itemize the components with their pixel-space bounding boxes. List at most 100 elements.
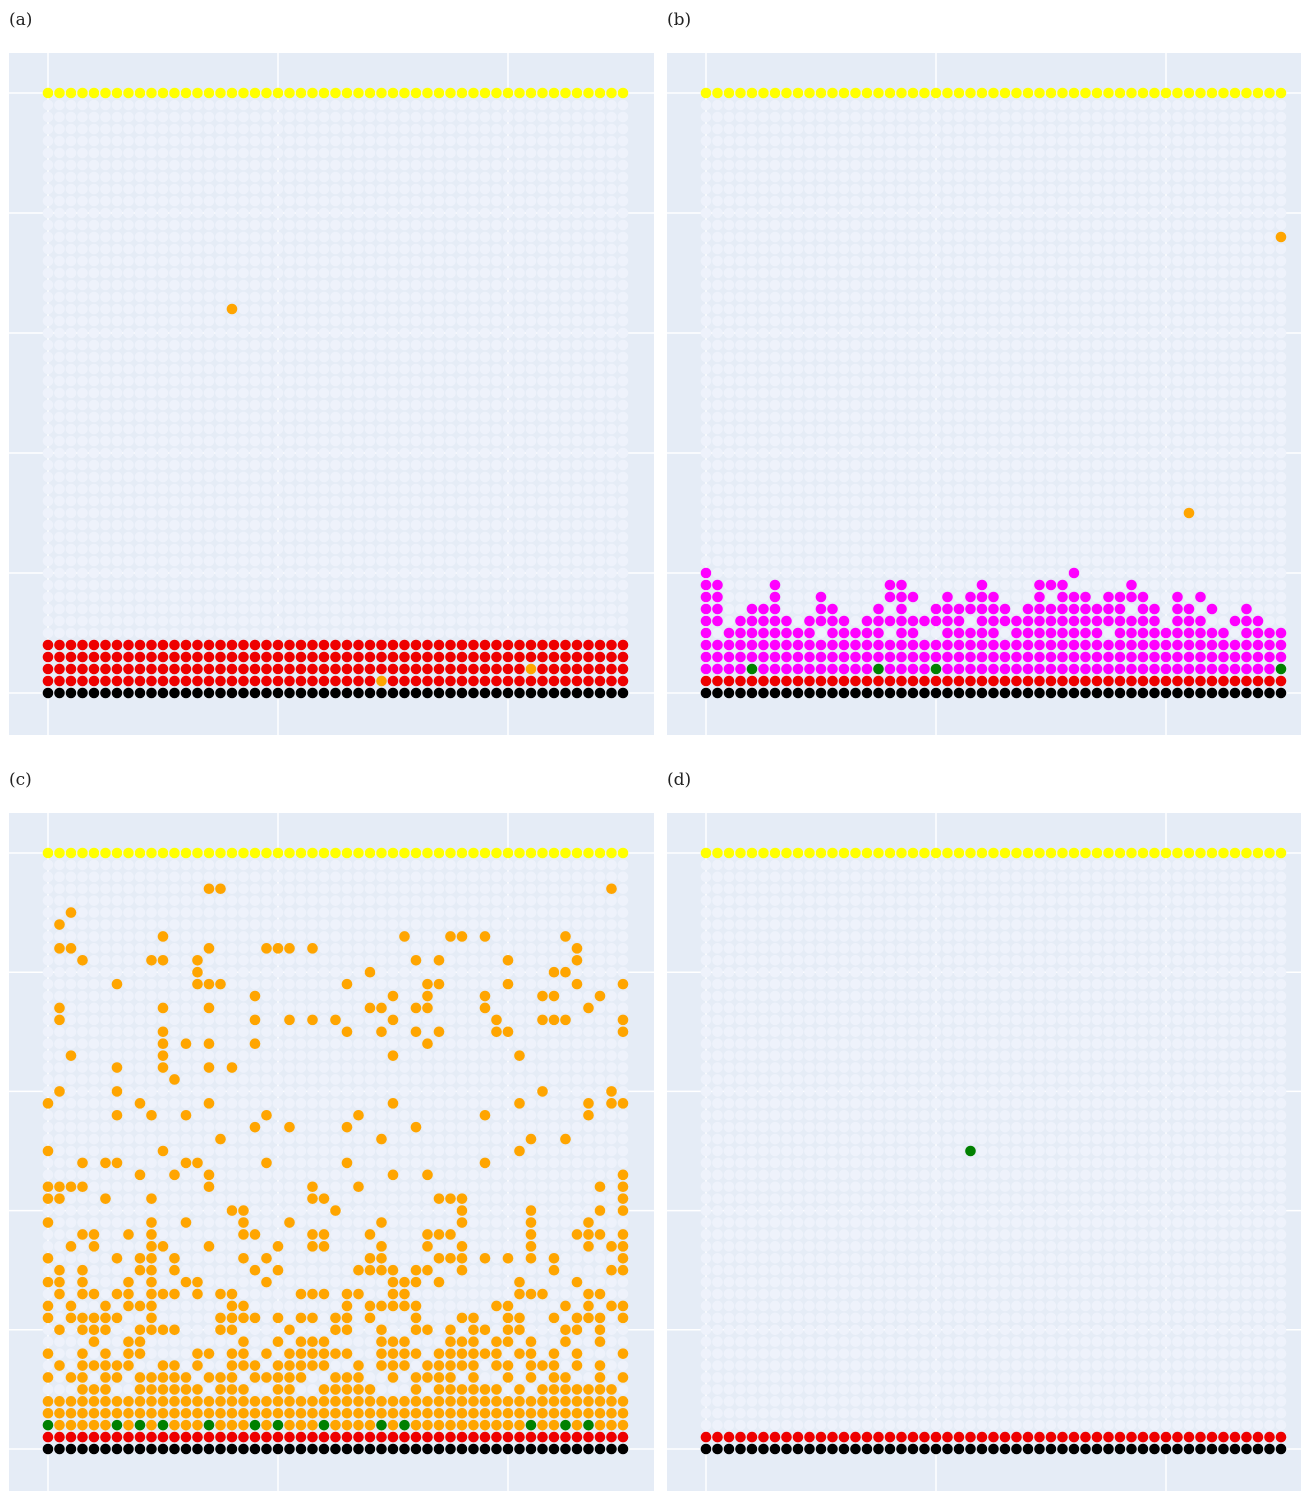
grid-cell-empty xyxy=(295,519,307,531)
grid-cell-empty xyxy=(261,171,272,183)
grid-cell-empty xyxy=(364,195,376,207)
grid-cell-empty xyxy=(896,219,907,231)
grid-cell-empty xyxy=(387,459,399,471)
grid-cell-magenta xyxy=(804,615,815,627)
grid-cell-empty xyxy=(1264,231,1275,243)
grid-cell-empty xyxy=(146,435,157,447)
grid-cell-red xyxy=(1137,675,1149,687)
grid-cell-empty xyxy=(341,471,353,483)
grid-cell-empty xyxy=(1241,243,1252,255)
grid-cell-black xyxy=(1183,687,1195,699)
grid-cell-empty xyxy=(88,147,100,159)
grid-cell-empty xyxy=(146,327,157,339)
grid-cell-empty xyxy=(1091,291,1103,303)
grid-cell-empty xyxy=(100,267,111,279)
grid-cell-empty xyxy=(999,627,1011,639)
grid-cell-empty xyxy=(249,159,261,171)
grid-cell-empty xyxy=(376,171,387,183)
grid-cell-empty xyxy=(502,567,514,579)
grid-cell-empty xyxy=(42,567,54,579)
grid-cell-empty xyxy=(479,159,491,171)
grid-cell-empty xyxy=(792,303,804,315)
grid-cell-empty xyxy=(560,507,571,519)
grid-cell-empty xyxy=(445,99,456,111)
grid-cell-empty xyxy=(1103,423,1114,435)
grid-cell-empty xyxy=(249,447,261,459)
grid-cell-empty xyxy=(1011,591,1022,603)
grid-cell-empty xyxy=(1206,231,1218,243)
grid-cell-empty xyxy=(827,243,838,255)
grid-cell-empty xyxy=(111,135,123,147)
grid-cell-empty xyxy=(873,327,884,339)
grid-cell-empty xyxy=(192,375,203,387)
grid-cell-empty xyxy=(1011,519,1022,531)
grid-cell-black xyxy=(387,687,399,699)
grid-cell-empty xyxy=(1034,375,1045,387)
grid-cell-red xyxy=(468,663,479,675)
grid-cell-empty xyxy=(422,195,433,207)
grid-cell-empty xyxy=(873,351,884,363)
grid-cell-empty xyxy=(1195,387,1206,399)
grid-cell-empty xyxy=(583,555,594,567)
grid-cell-empty xyxy=(712,483,723,495)
grid-cell-empty xyxy=(157,555,169,567)
grid-cell-magenta xyxy=(919,615,930,627)
grid-cell-empty xyxy=(1149,159,1160,171)
grid-cell-empty xyxy=(123,183,134,195)
grid-cell-empty xyxy=(1218,207,1229,219)
grid-cell-red xyxy=(594,639,606,651)
grid-cell-empty xyxy=(907,567,919,579)
grid-cell-red xyxy=(594,663,606,675)
grid-cell-empty xyxy=(491,195,502,207)
grid-cell-empty xyxy=(1022,579,1034,591)
grid-cell-empty xyxy=(468,291,479,303)
grid-cell-magenta xyxy=(769,615,781,627)
grid-cell-empty xyxy=(827,195,838,207)
grid-cell-empty xyxy=(502,351,514,363)
grid-cell-magenta xyxy=(792,627,804,639)
grid-cell-empty xyxy=(146,459,157,471)
grid-cell-empty xyxy=(330,339,341,351)
grid-cell-empty xyxy=(502,399,514,411)
grid-cell-empty xyxy=(180,447,192,459)
grid-cell-empty xyxy=(364,399,376,411)
grid-cell-empty xyxy=(606,279,617,291)
grid-cell-empty xyxy=(353,159,364,171)
grid-cell-empty xyxy=(1011,447,1022,459)
grid-cell-empty xyxy=(307,351,318,363)
grid-cell-empty xyxy=(594,435,606,447)
grid-cell-empty xyxy=(606,291,617,303)
grid-cell-empty xyxy=(364,99,376,111)
grid-cell-empty xyxy=(999,303,1011,315)
grid-cell-empty xyxy=(1022,483,1034,495)
grid-cell-empty xyxy=(42,219,54,231)
grid-cell-empty xyxy=(157,243,169,255)
grid-cell-empty xyxy=(123,591,134,603)
grid-cell-empty xyxy=(353,423,364,435)
grid-cell-magenta xyxy=(1172,627,1183,639)
grid-cell-empty xyxy=(134,459,146,471)
grid-cell-empty xyxy=(735,183,746,195)
grid-cell-empty xyxy=(272,363,284,375)
grid-cell-empty xyxy=(502,231,514,243)
grid-cell-black xyxy=(976,687,988,699)
grid-cell-empty xyxy=(261,267,272,279)
grid-cell-empty xyxy=(1022,495,1034,507)
grid-cell-magenta xyxy=(1172,615,1183,627)
grid-cell-empty xyxy=(999,435,1011,447)
grid-cell-empty xyxy=(1252,327,1264,339)
grid-cell-yellow xyxy=(42,87,54,99)
grid-cell-empty xyxy=(399,495,410,507)
grid-cell-empty xyxy=(445,459,456,471)
grid-cell-empty xyxy=(169,507,180,519)
grid-cell-empty xyxy=(410,315,422,327)
grid-cell-empty xyxy=(445,423,456,435)
grid-cell-empty xyxy=(88,375,100,387)
grid-cell-empty xyxy=(169,159,180,171)
grid-cell-empty xyxy=(169,471,180,483)
grid-cell-empty xyxy=(387,423,399,435)
grid-cell-red xyxy=(896,675,907,687)
grid-cell-empty xyxy=(861,183,873,195)
grid-cell-empty xyxy=(180,303,192,315)
grid-cell-empty xyxy=(1022,555,1034,567)
